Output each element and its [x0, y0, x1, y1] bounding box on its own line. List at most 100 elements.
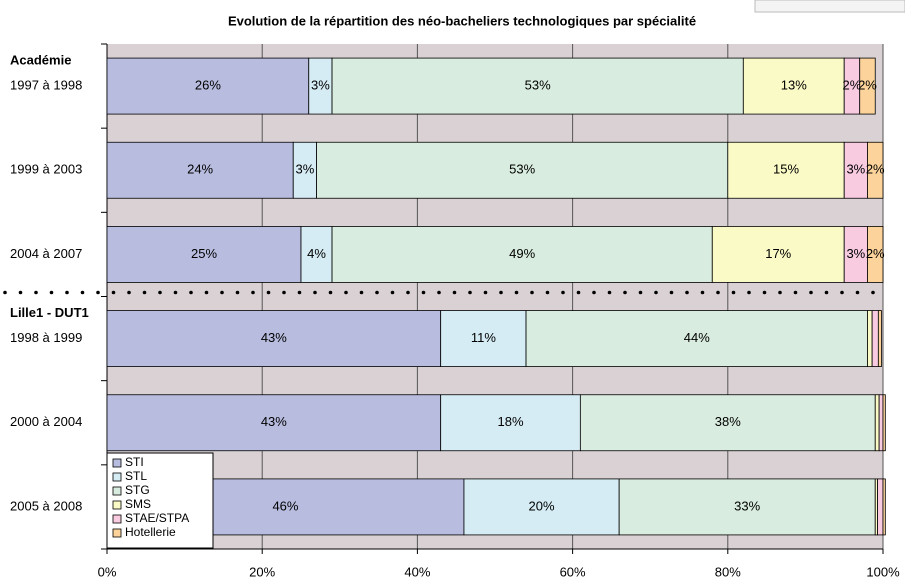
separator-dot — [390, 290, 395, 295]
bar-segment — [106, 310, 442, 367]
bar-segment — [440, 310, 527, 367]
data-label: 46% — [272, 498, 298, 513]
separator-dot — [514, 290, 519, 295]
separator-dot — [654, 290, 658, 295]
group-label: Lille1 - DUT1 — [10, 305, 89, 320]
bar-segment — [618, 478, 876, 536]
bar-segment — [877, 478, 884, 536]
data-label: 44% — [684, 330, 710, 345]
separator-dot — [127, 290, 131, 295]
data-label: 53% — [509, 162, 535, 177]
separator-dot — [669, 290, 674, 295]
bar-segment — [882, 394, 886, 452]
bar-segment — [463, 478, 620, 536]
legend-swatch — [112, 500, 122, 510]
separator-dot — [716, 290, 720, 295]
separator-dot — [96, 290, 100, 295]
legend-label: SMS — [125, 497, 151, 511]
separator-dot — [111, 290, 116, 295]
y-tick-label: 1998 à 1999 — [10, 330, 82, 345]
bar-segment — [579, 394, 876, 452]
x-tick-label: 100% — [866, 564, 900, 579]
separator-dot — [251, 290, 255, 295]
separator-dot — [824, 290, 829, 295]
data-label: 3% — [846, 162, 865, 177]
separator-dot — [158, 290, 162, 295]
separator-dot — [561, 290, 565, 295]
separator-dot — [189, 290, 193, 295]
data-label: 2% — [866, 246, 885, 261]
data-label: 4% — [307, 246, 326, 261]
legend-swatch — [112, 514, 122, 524]
separator-dot — [421, 290, 426, 295]
separator-dot — [700, 290, 705, 295]
bar-segment — [871, 310, 879, 367]
legend-swatch — [112, 458, 122, 468]
separator-dot — [731, 290, 736, 295]
separator-dot — [840, 290, 844, 295]
separator-dot — [483, 290, 488, 295]
legend-label: STL — [125, 469, 147, 483]
separator-dot — [65, 290, 69, 295]
legend-box — [106, 452, 214, 549]
y-tick-label: 2000 à 2004 — [10, 414, 82, 429]
data-label: 20% — [529, 498, 555, 513]
separator-dot — [468, 290, 472, 295]
data-label: 3% — [311, 78, 330, 93]
data-label: 11% — [471, 330, 496, 345]
separator-dot — [406, 290, 410, 295]
data-label: 3% — [295, 162, 314, 177]
bar-segment — [878, 394, 884, 452]
separator-dot — [747, 290, 751, 295]
bar-segment — [316, 141, 729, 199]
bar-segment — [882, 478, 886, 536]
separator-dot — [282, 290, 286, 295]
data-label: 25% — [191, 246, 217, 261]
bar-segment — [711, 226, 845, 283]
data-label: 2% — [843, 78, 862, 93]
plot-background — [107, 44, 883, 549]
data-label: 2% — [866, 162, 885, 177]
y-tick-label: 2005 à 2008 — [10, 498, 82, 513]
x-tick-label: 80% — [715, 564, 741, 579]
y-tick-label: 1999 à 2003 — [10, 162, 82, 177]
bar-segment — [877, 310, 882, 367]
bar-segment — [874, 394, 880, 452]
x-tick-label: 60% — [560, 564, 586, 579]
data-label: 3% — [846, 246, 865, 261]
bar-segment — [727, 141, 845, 199]
legend-label: STG — [125, 483, 150, 497]
data-label: 24% — [187, 162, 213, 177]
bar-segment — [331, 57, 744, 115]
separator-dot — [344, 290, 348, 295]
separator-dot — [266, 290, 271, 295]
bar-segment — [106, 141, 294, 199]
separator-dot — [685, 290, 689, 295]
data-label: 13% — [781, 78, 807, 93]
data-label: 49% — [509, 246, 535, 261]
separator-dot — [313, 290, 317, 295]
y-tick-label: 2004 à 2007 — [10, 246, 82, 261]
data-label: 33% — [734, 498, 760, 513]
bar-segment — [525, 310, 868, 367]
legend-label: Hotellerie — [125, 525, 176, 539]
separator-dot — [855, 290, 860, 295]
separator-dot — [762, 290, 767, 295]
separator-dot — [592, 290, 596, 295]
bar-segment — [859, 57, 876, 115]
separator-dot — [499, 290, 503, 295]
separator-dot — [375, 290, 379, 295]
separator-dot — [204, 290, 209, 295]
bar-segment — [106, 394, 442, 452]
data-label: 43% — [261, 414, 287, 429]
separator-dot — [328, 290, 333, 295]
separator-dot — [49, 290, 54, 295]
data-label: 2% — [858, 78, 877, 93]
legend-label: STAE/STPA — [125, 511, 189, 525]
x-tick-label: 40% — [404, 564, 430, 579]
x-tick-label: 20% — [249, 564, 275, 579]
data-label: 38% — [715, 414, 741, 429]
separator-dot — [778, 290, 782, 295]
legend-swatch — [112, 472, 122, 482]
